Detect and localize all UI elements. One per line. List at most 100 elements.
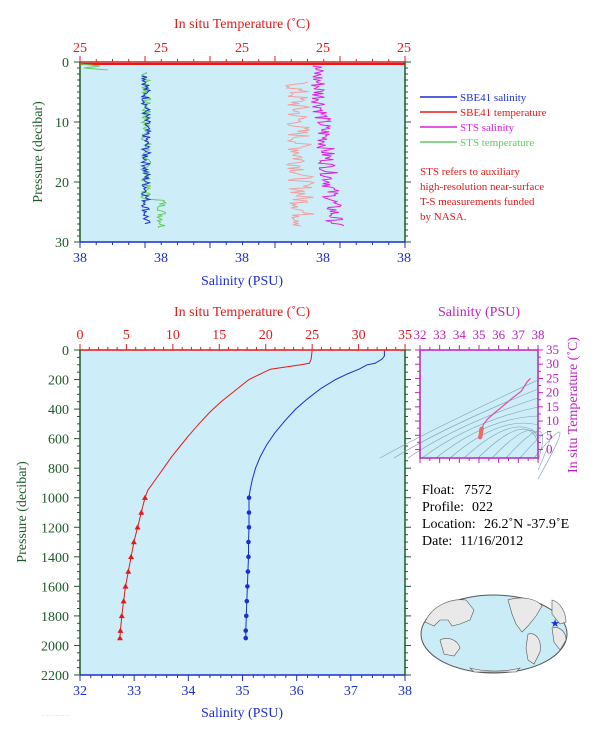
ts-temp-tick: 30 — [546, 356, 559, 371]
legend-sbe41-temperature: SBE41 temperature — [460, 107, 547, 119]
ts-sal-tick: 35 — [473, 327, 486, 342]
temperature-point — [120, 598, 127, 604]
ts-panel: Salinity (PSU) 32 33 34 35 36 37 38 0510152025… — [379, 305, 581, 480]
salinity-point — [243, 635, 249, 641]
sts-temperature-surface — [79, 63, 109, 71]
ts-sal-tick: 33 — [433, 327, 446, 342]
top-sal-tick: 38 — [235, 251, 249, 266]
date-label: Date: — [422, 534, 452, 549]
main-temp-tick: 5 — [123, 328, 130, 343]
temperature-point — [122, 583, 129, 589]
legend-sts-salinity: STS salinity — [460, 122, 515, 134]
ts-sal-tick: 34 — [453, 327, 467, 342]
main-pressure-ticks: 0 200 400 600 800 1000 1200 1400 1600 1800 2000 220… — [41, 344, 69, 684]
top-panel-tick-marks — [74, 56, 411, 248]
ts-sal-tick: 37 — [512, 327, 526, 342]
legend-note-line: by NASA. — [420, 211, 467, 223]
map-europe — [551, 599, 567, 625]
map-australia — [439, 638, 461, 657]
world-map: ★ — [420, 594, 568, 674]
main-sal-tick: 38 — [398, 684, 412, 699]
main-pressure-tick: 0 — [62, 344, 69, 359]
top-sal-tick: 38 — [397, 251, 411, 266]
top-temp-tick: 25 — [316, 41, 330, 56]
salinity-point — [246, 495, 252, 501]
top-sal-tick: 38 — [73, 251, 87, 266]
temperature-point — [118, 612, 125, 619]
top-pressure-tick: 20 — [55, 176, 69, 191]
top-temperature-ticks: 25 25 25 25 25 — [73, 41, 411, 56]
salinity-point — [245, 584, 250, 589]
main-pressure-tick: 1200 — [41, 521, 69, 536]
sts-salinity-line — [311, 65, 345, 227]
temperature-point — [117, 627, 124, 633]
salinity-point — [246, 524, 252, 530]
top-temp-tick: 25 — [154, 41, 168, 56]
salinity-point — [246, 539, 251, 545]
top-salinity-axis-title: Salinity (PSU) — [201, 274, 283, 289]
temperature-point — [134, 524, 141, 530]
ts-salinity-ticks: 32 33 34 35 36 37 38 — [414, 327, 545, 342]
salinity-point — [243, 613, 249, 619]
ts-temp-tick: 20 — [546, 385, 559, 400]
main-temperature-ticks: 0 5 10 15 20 25 30 35 — [77, 328, 413, 343]
main-pressure-tick: 2200 — [41, 669, 69, 684]
temperature-point — [116, 635, 123, 641]
main-pressure-tick: 200 — [48, 374, 69, 389]
top-pressure-tick: 30 — [55, 236, 69, 251]
top-sal-tick: 38 — [154, 251, 168, 266]
ts-plot-area — [420, 350, 538, 458]
main-pressure-tick: 1800 — [41, 610, 69, 625]
density-contour — [421, 406, 539, 459]
map-north-america — [507, 597, 543, 633]
main-sal-tick: 32 — [73, 684, 87, 699]
main-pressure-tick: 1000 — [41, 492, 69, 507]
legend-sts-temperature: STS temperature — [460, 137, 534, 149]
ts-temp-tick: 10 — [546, 413, 559, 428]
top-temperature-axis-title: In situ Temperature (˚C) — [174, 17, 310, 32]
sbe41-temperature-light — [285, 81, 316, 227]
main-pressure-tick: 600 — [48, 433, 69, 448]
ts-salinity-axis-title: Salinity (PSU) — [438, 305, 520, 320]
salinity-point — [246, 554, 251, 560]
density-contour — [379, 379, 539, 459]
date-value: 11/16/2012 — [460, 534, 523, 549]
density-contour — [449, 422, 539, 459]
ts-sal-tick: 36 — [492, 327, 506, 342]
ts-temp-tick: 0 — [546, 441, 553, 456]
top-pressure-ticks: 0 10 20 30 — [55, 56, 69, 251]
density-contour — [393, 388, 539, 459]
main-plot-area — [80, 350, 405, 675]
main-panel-profiles — [116, 350, 385, 641]
ts-temp-tick: 35 — [546, 342, 559, 357]
map-africa — [551, 627, 567, 651]
density-contour — [463, 426, 539, 459]
map-south-america — [525, 633, 541, 665]
ts-tick-marks — [415, 345, 543, 463]
legend-note-line: T-S measurements funded — [420, 196, 535, 208]
top-pressure-axis-title: Pressure (decibar) — [31, 101, 46, 203]
float-value: 7572 — [464, 483, 492, 498]
main-sal-tick: 37 — [344, 684, 358, 699]
ts-temperature-axis-title: In situ Temperature (˚C) — [566, 337, 581, 473]
temperature-point — [125, 568, 132, 574]
density-contour — [533, 431, 561, 480]
main-temp-tick: 35 — [398, 328, 412, 343]
main-pressure-tick: 800 — [48, 462, 69, 477]
sbe41-salinity-line — [139, 75, 153, 225]
main-pressure-tick: 2000 — [41, 639, 69, 654]
density-contour — [435, 415, 539, 459]
top-salinity-ticks: 38 38 38 38 38 — [73, 251, 411, 266]
main-sal-tick: 35 — [236, 684, 250, 699]
legend: SBE41 salinity SBE41 temperature STS sal… — [420, 92, 547, 223]
top-sal-tick: 38 — [316, 251, 330, 266]
salinity-point — [246, 510, 252, 515]
top-panel: In situ Temperature (˚C) 25 25 25 25 25 … — [31, 17, 411, 289]
main-temp-tick: 25 — [305, 328, 319, 343]
main-pressure-tick: 1400 — [41, 551, 69, 566]
location-value: 26.2˚N -37.9˚E — [484, 517, 569, 532]
ts-temp-tick: 5 — [546, 427, 553, 442]
main-temp-tick: 15 — [212, 328, 226, 343]
